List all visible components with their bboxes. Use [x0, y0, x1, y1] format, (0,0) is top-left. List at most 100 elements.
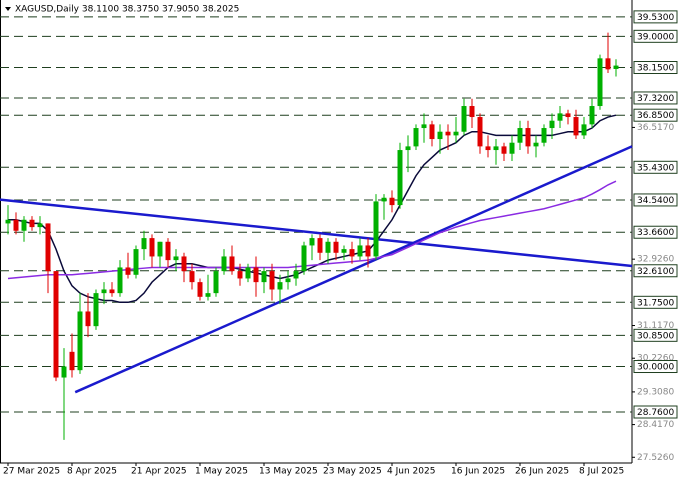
chart-title: XAGUSD,Daily 38.1100 38.3750 37.9050 38.… — [15, 5, 239, 15]
level-label: 31.7500 — [637, 298, 674, 308]
candle-body — [277, 282, 283, 290]
candle-body — [413, 128, 419, 147]
candle-body — [229, 256, 235, 272]
candle-body — [301, 245, 307, 272]
candle-body — [53, 271, 59, 378]
candle-body — [549, 120, 555, 129]
candle-body — [317, 238, 323, 253]
candle-body — [125, 267, 131, 275]
candle-body — [165, 241, 171, 261]
candle-body — [21, 219, 27, 231]
level-box — [633, 360, 678, 374]
candle-body — [293, 271, 299, 279]
candle-body — [197, 282, 203, 297]
candle-body — [421, 124, 427, 129]
candle-body — [325, 241, 331, 253]
level-label: 38.1500 — [637, 64, 674, 74]
candle-body — [245, 267, 251, 279]
candle-body — [397, 150, 403, 206]
candle-body — [117, 267, 123, 294]
candle-body — [189, 271, 195, 283]
level-box — [633, 264, 678, 278]
level-label: 37.3200 — [637, 94, 674, 104]
y-tick-label: 27.5260 — [637, 453, 674, 463]
candle-body — [253, 267, 259, 283]
candle-body — [485, 146, 491, 151]
candle-body — [5, 219, 11, 224]
level-label: 39.5300 — [637, 13, 674, 23]
candle-body — [109, 289, 115, 294]
candle-body — [61, 366, 67, 378]
candle-body — [597, 58, 603, 107]
x-tick-label: 1 May 2025 — [195, 467, 248, 477]
x-tick-label: 23 May 2025 — [323, 467, 382, 477]
candle-body — [29, 219, 35, 228]
candle-body — [365, 245, 371, 257]
candle-body — [533, 142, 539, 147]
level-box — [633, 295, 678, 309]
candle-body — [221, 256, 227, 272]
candle-body — [509, 142, 515, 154]
level-box — [633, 91, 678, 105]
candle-body — [77, 311, 83, 371]
level-box — [633, 29, 678, 43]
x-tick-label: 4 Jun 2025 — [387, 467, 435, 477]
candle-body — [181, 256, 187, 272]
level-box — [633, 160, 678, 174]
level-label: 35.4300 — [637, 163, 674, 173]
moving-average — [8, 114, 617, 304]
candle-body — [501, 146, 507, 154]
candle-body — [69, 351, 75, 371]
candle-body — [517, 128, 523, 143]
level-label: 28.7600 — [637, 408, 674, 418]
candle-body — [357, 245, 363, 257]
candle-body — [133, 249, 139, 275]
level-box — [633, 193, 678, 207]
candle-body — [269, 271, 275, 290]
candle-body — [37, 223, 43, 228]
level-label: 32.6100 — [637, 267, 674, 277]
candle-body — [525, 128, 531, 147]
candle-body — [461, 106, 467, 132]
candle-body — [469, 106, 475, 118]
level-box — [633, 225, 678, 239]
candle-body — [93, 293, 99, 327]
candle-body — [565, 113, 571, 118]
candle-body — [149, 238, 155, 257]
candle-body — [85, 311, 91, 327]
level-box — [633, 10, 678, 24]
candle-body — [581, 124, 587, 136]
candle-body — [405, 146, 411, 151]
candle-body — [573, 117, 579, 136]
candle-body — [173, 256, 179, 261]
trendline — [74, 145, 633, 394]
level-label: 36.8500 — [637, 111, 674, 121]
candle-body — [453, 131, 459, 136]
x-tick-label: 13 May 2025 — [259, 467, 318, 477]
candle-body — [445, 131, 451, 136]
candle-body — [437, 131, 443, 140]
x-tick-label: 8 Apr 2025 — [67, 467, 117, 477]
candle-body — [493, 146, 499, 151]
candle-body — [213, 271, 219, 294]
candle-body — [261, 271, 267, 283]
y-tick-label: 28.4170 — [637, 420, 674, 430]
candle-body — [309, 238, 315, 246]
level-box — [633, 405, 678, 419]
level-box — [633, 61, 678, 75]
candle-body — [373, 201, 379, 257]
level-label: 34.5400 — [637, 196, 674, 206]
candle-body — [605, 58, 611, 70]
candle-body — [613, 65, 619, 69]
candle-body — [349, 249, 355, 257]
candle-body — [45, 223, 51, 272]
level-label: 33.6600 — [637, 228, 674, 238]
y-tick-label: 30.2260 — [637, 354, 674, 364]
y-tick-label: 32.9260 — [637, 255, 674, 265]
level-label: 39.0000 — [637, 32, 674, 42]
x-tick-label: 8 Jul 2025 — [579, 467, 624, 477]
candle-body — [477, 117, 483, 147]
level-label: 30.0000 — [637, 363, 674, 373]
candle-body — [285, 278, 291, 283]
